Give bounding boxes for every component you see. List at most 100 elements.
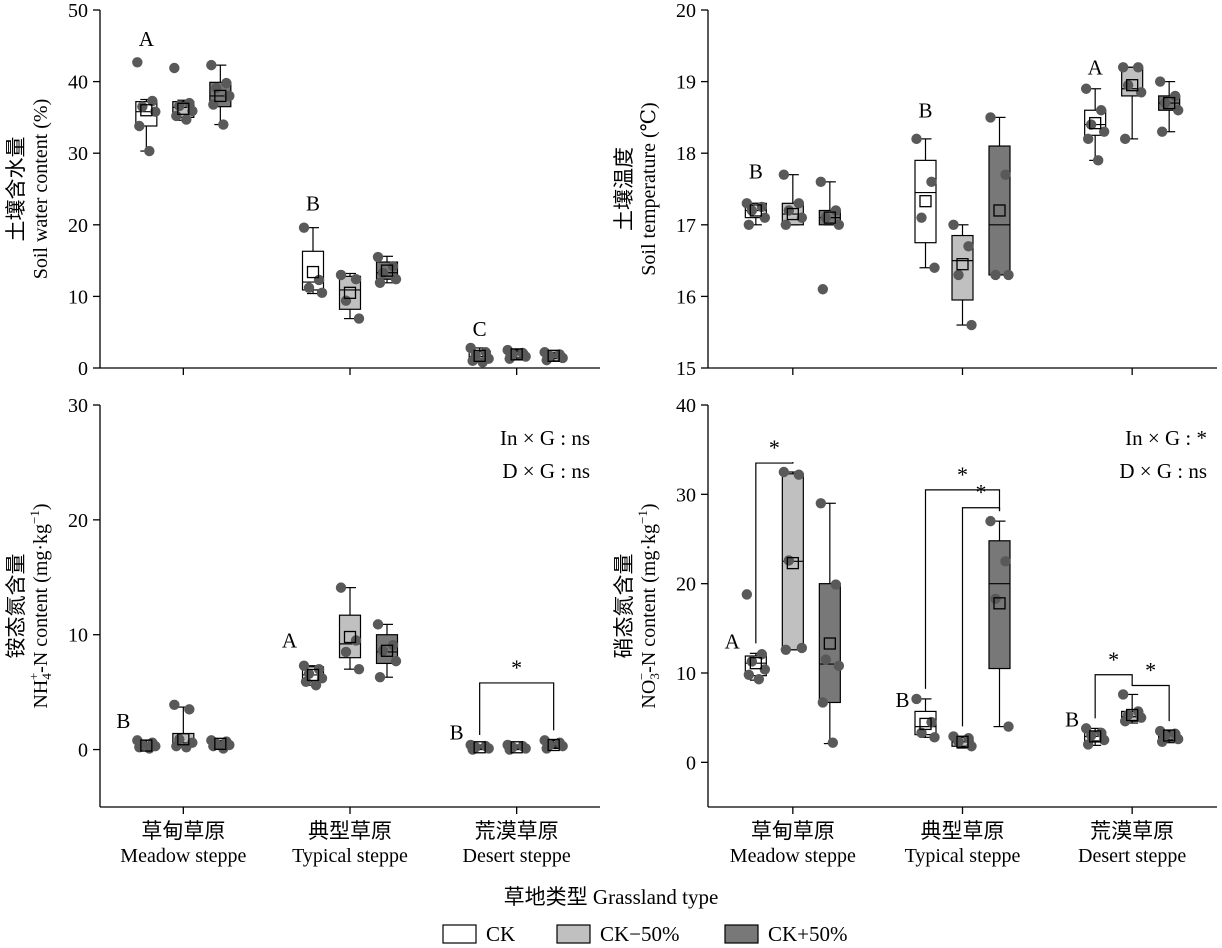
data-point bbox=[298, 222, 310, 233]
significance-bracket bbox=[924, 489, 1001, 689]
y-tick-label: 15 bbox=[676, 358, 696, 380]
bracket-star: * bbox=[957, 462, 968, 487]
mean-marker bbox=[380, 264, 394, 277]
y-tick-label: 40 bbox=[676, 395, 696, 417]
data-point bbox=[340, 646, 352, 658]
data-point bbox=[953, 269, 964, 281]
mean-marker bbox=[510, 741, 523, 754]
data-point bbox=[372, 251, 384, 263]
data-point bbox=[916, 727, 927, 739]
mean-marker bbox=[919, 195, 932, 208]
mean-marker bbox=[993, 204, 1006, 217]
data-point bbox=[1082, 133, 1094, 145]
mean-marker bbox=[786, 207, 799, 221]
box-2-2 bbox=[335, 582, 365, 675]
data-point bbox=[134, 742, 145, 753]
data-point bbox=[1172, 105, 1184, 116]
x-category-label-en: Typical steppe bbox=[905, 845, 1021, 867]
y-axis-title-en: NH4+-N content (mg·kg−1) bbox=[26, 503, 54, 708]
significance-bracket bbox=[1131, 684, 1170, 722]
mean-marker bbox=[473, 349, 486, 362]
legend-label: CK bbox=[486, 922, 515, 946]
data-point bbox=[350, 274, 362, 285]
data-point bbox=[1172, 733, 1184, 745]
data-point bbox=[1098, 734, 1110, 746]
data-point bbox=[1119, 133, 1131, 145]
data-point bbox=[377, 645, 389, 656]
data-point bbox=[184, 704, 195, 715]
y-tick-label: 17 bbox=[676, 215, 696, 237]
box-3-3 bbox=[539, 735, 568, 754]
significance-bracket bbox=[755, 462, 794, 644]
box-3-2 bbox=[1117, 689, 1147, 727]
mean-marker bbox=[1089, 116, 1102, 130]
y-tick-label: 19 bbox=[676, 72, 696, 94]
x-category-label-cn: 草甸草原 bbox=[141, 819, 225, 843]
data-point bbox=[830, 205, 842, 216]
data-point bbox=[298, 660, 310, 671]
data-point bbox=[134, 120, 145, 132]
y-tick-label: 16 bbox=[676, 286, 696, 308]
data-point bbox=[211, 82, 222, 94]
data-point bbox=[1000, 169, 1011, 180]
y-tick-label: 10 bbox=[676, 663, 696, 685]
significance-letter: B bbox=[749, 159, 763, 183]
data-point bbox=[746, 205, 758, 216]
legend-item-2: CK−50% bbox=[556, 922, 680, 946]
y-tick-label: 30 bbox=[68, 143, 88, 165]
x-category-label-cn: 荒漠草原 bbox=[1090, 819, 1174, 843]
data-point bbox=[137, 101, 148, 112]
data-point bbox=[557, 352, 568, 364]
data-point bbox=[743, 219, 755, 230]
data-point bbox=[796, 212, 808, 223]
data-point bbox=[985, 515, 996, 527]
data-point bbox=[780, 219, 792, 230]
data-point bbox=[796, 642, 808, 654]
data-point bbox=[1132, 62, 1144, 73]
data-point bbox=[181, 742, 192, 753]
box-2-1 bbox=[298, 660, 328, 691]
mean-marker bbox=[214, 737, 227, 750]
mean-marker bbox=[1163, 96, 1176, 110]
mean-marker bbox=[823, 211, 836, 224]
box-iqr bbox=[988, 540, 1011, 670]
stats-annotation: In × G : ns bbox=[500, 426, 590, 450]
data-point bbox=[224, 90, 235, 102]
data-point bbox=[147, 95, 158, 107]
significance-letter: A bbox=[139, 27, 155, 51]
significance-letter: C bbox=[473, 317, 487, 341]
mean-marker bbox=[547, 349, 560, 362]
significance-letter: B bbox=[1065, 707, 1079, 731]
box-2-1 bbox=[911, 133, 940, 273]
data-point bbox=[377, 267, 389, 278]
data-point bbox=[169, 62, 180, 74]
stats-annotation: D × G : ns bbox=[502, 459, 590, 483]
box-1-3 bbox=[815, 176, 845, 295]
data-point bbox=[483, 743, 494, 754]
mean-marker bbox=[214, 89, 227, 103]
box-2-1 bbox=[911, 693, 940, 743]
data-point bbox=[820, 212, 832, 223]
data-point bbox=[1159, 97, 1171, 109]
data-point bbox=[815, 176, 827, 188]
y-tick-label: 30 bbox=[676, 484, 696, 506]
mean-marker bbox=[177, 102, 190, 115]
panel-1: 0 10 20 30 40 50 土壤含水量 Soil water content (%) A B… bbox=[4, 0, 600, 380]
mean-marker bbox=[140, 739, 153, 752]
data-point bbox=[557, 740, 568, 752]
data-point bbox=[1156, 736, 1168, 747]
data-point bbox=[171, 740, 182, 752]
data-point bbox=[753, 674, 765, 685]
box-1-2 bbox=[169, 62, 198, 125]
x-category-label-en: Typical steppe bbox=[292, 845, 408, 867]
significance-bracket bbox=[479, 682, 555, 735]
y-tick-label: 20 bbox=[68, 215, 88, 237]
mean-marker bbox=[380, 644, 394, 657]
data-point bbox=[966, 741, 977, 752]
x-axis-title: 草地类型 Grassland type bbox=[504, 885, 719, 909]
data-point bbox=[990, 593, 1001, 605]
data-point bbox=[833, 219, 845, 230]
data-point bbox=[820, 654, 832, 665]
data-point bbox=[541, 743, 552, 754]
mean-marker bbox=[919, 717, 932, 731]
